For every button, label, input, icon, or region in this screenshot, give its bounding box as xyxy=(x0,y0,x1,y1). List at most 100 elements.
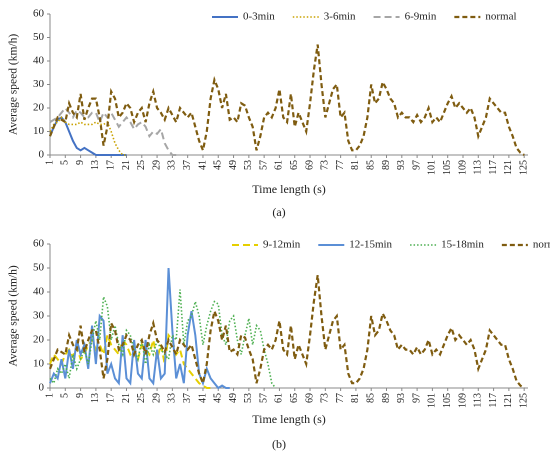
x-tick-label: 41 xyxy=(197,393,208,403)
legend-label: normal xyxy=(485,11,516,23)
x-tick-label: 121 xyxy=(503,393,514,408)
x-tick-label: 13 xyxy=(90,160,101,170)
series-line xyxy=(49,116,127,156)
x-tick-label: 101 xyxy=(427,393,438,408)
legend-label: 6-9min xyxy=(405,11,437,23)
series-line xyxy=(49,289,277,389)
y-tick-label: 50 xyxy=(33,262,45,274)
x-axis-label: Time length (s) xyxy=(252,412,326,426)
x-tick-label: 109 xyxy=(457,160,468,175)
x-tick-label: 41 xyxy=(197,160,208,170)
x-tick-label: 1 xyxy=(44,393,55,398)
x-tick-label: 29 xyxy=(151,393,162,403)
x-tick-label: 61 xyxy=(274,160,285,170)
x-tick-label: 89 xyxy=(381,160,392,170)
x-tick-label: 53 xyxy=(243,393,254,403)
x-tick-label: 93 xyxy=(396,160,407,170)
x-tick-label: 45 xyxy=(213,160,224,170)
x-tick-label: 25 xyxy=(136,160,147,170)
y-tick-label: 40 xyxy=(33,286,45,298)
y-tick-label: 20 xyxy=(33,102,45,114)
x-tick-label: 73 xyxy=(320,160,331,170)
x-tick-label: 97 xyxy=(411,160,422,170)
legend-label: normal xyxy=(533,239,550,251)
x-tick-label: 13 xyxy=(90,393,101,403)
x-tick-label: 1 xyxy=(44,160,55,165)
y-axis-label: Average speed (km/h) xyxy=(8,34,20,135)
x-tick-label: 49 xyxy=(228,160,239,170)
x-tick-label: 5 xyxy=(60,393,71,398)
y-axis-label: Average speed (km/h) xyxy=(8,265,20,366)
y-tick-label: 60 xyxy=(33,8,45,20)
x-tick-label: 69 xyxy=(304,393,315,403)
x-tick-label: 29 xyxy=(151,160,162,170)
x-tick-label: 89 xyxy=(381,393,392,403)
x-axis-label: Time length (s) xyxy=(252,182,326,196)
x-tick-label: 125 xyxy=(518,393,529,408)
x-tick-label: 81 xyxy=(350,160,361,170)
x-tick-label: 53 xyxy=(243,160,254,170)
x-tick-label: 69 xyxy=(304,160,315,170)
x-tick-label: 113 xyxy=(473,160,484,175)
x-tick-label: 65 xyxy=(289,160,300,170)
x-tick-label: 73 xyxy=(320,393,331,403)
y-tick-label: 0 xyxy=(39,149,45,161)
x-tick-label: 37 xyxy=(182,393,193,403)
x-tick-label: 113 xyxy=(473,393,484,408)
x-tick-label: 17 xyxy=(105,393,116,403)
x-tick-label: 121 xyxy=(503,160,514,175)
x-tick-label: 125 xyxy=(518,160,529,175)
x-tick-label: 57 xyxy=(258,160,269,170)
x-tick-label: 77 xyxy=(335,393,346,403)
x-tick-label: 49 xyxy=(228,393,239,403)
x-tick-label: 65 xyxy=(289,393,300,403)
series-line xyxy=(48,44,525,156)
x-tick-label: 61 xyxy=(274,393,285,403)
x-tick-label: 81 xyxy=(350,393,361,403)
x-tick-label: 9 xyxy=(75,160,86,165)
y-tick-label: 10 xyxy=(33,358,45,370)
x-tick-label: 85 xyxy=(366,160,377,170)
legend-label: 3-6min xyxy=(324,11,356,23)
x-tick-label: 93 xyxy=(396,393,407,403)
series-line xyxy=(49,267,230,390)
x-tick-label: 117 xyxy=(488,393,499,408)
y-tick-label: 30 xyxy=(33,310,45,322)
x-tick-label: 97 xyxy=(411,393,422,403)
x-tick-label: 21 xyxy=(121,160,132,170)
series-line xyxy=(48,275,525,389)
x-tick-label: 57 xyxy=(258,393,269,403)
x-tick-label: 101 xyxy=(427,160,438,175)
x-tick-label: 105 xyxy=(442,393,453,408)
legend-label: 12-15min xyxy=(349,239,392,251)
x-tick-label: 37 xyxy=(182,160,193,170)
y-tick-label: 30 xyxy=(33,78,45,90)
x-tick-label: 105 xyxy=(442,160,453,175)
legend-label: 0-3min xyxy=(243,11,275,23)
x-tick-label: 77 xyxy=(335,160,346,170)
y-tick-label: 10 xyxy=(33,125,45,137)
x-tick-label: 17 xyxy=(105,160,116,170)
x-tick-label: 25 xyxy=(136,393,147,403)
legend-label: 9-12min xyxy=(263,239,301,251)
x-tick-label: 5 xyxy=(60,160,71,165)
legend-label: 15-18min xyxy=(441,239,484,251)
x-tick-label: 33 xyxy=(167,393,178,403)
y-tick-label: 0 xyxy=(39,382,45,394)
x-tick-label: 85 xyxy=(366,393,377,403)
x-tick-label: 109 xyxy=(457,393,468,408)
x-tick-label: 9 xyxy=(75,393,86,398)
y-tick-label: 50 xyxy=(33,31,45,43)
caption: (b) xyxy=(272,437,286,451)
y-tick-label: 40 xyxy=(33,55,45,67)
y-tick-label: 20 xyxy=(33,334,45,346)
caption: (a) xyxy=(272,205,285,219)
series-line xyxy=(49,106,177,156)
x-tick-label: 117 xyxy=(488,160,499,175)
x-tick-label: 33 xyxy=(167,160,178,170)
x-tick-label: 21 xyxy=(121,393,132,403)
y-tick-label: 60 xyxy=(33,238,45,250)
x-tick-label: 45 xyxy=(213,393,224,403)
series-line xyxy=(49,116,127,156)
